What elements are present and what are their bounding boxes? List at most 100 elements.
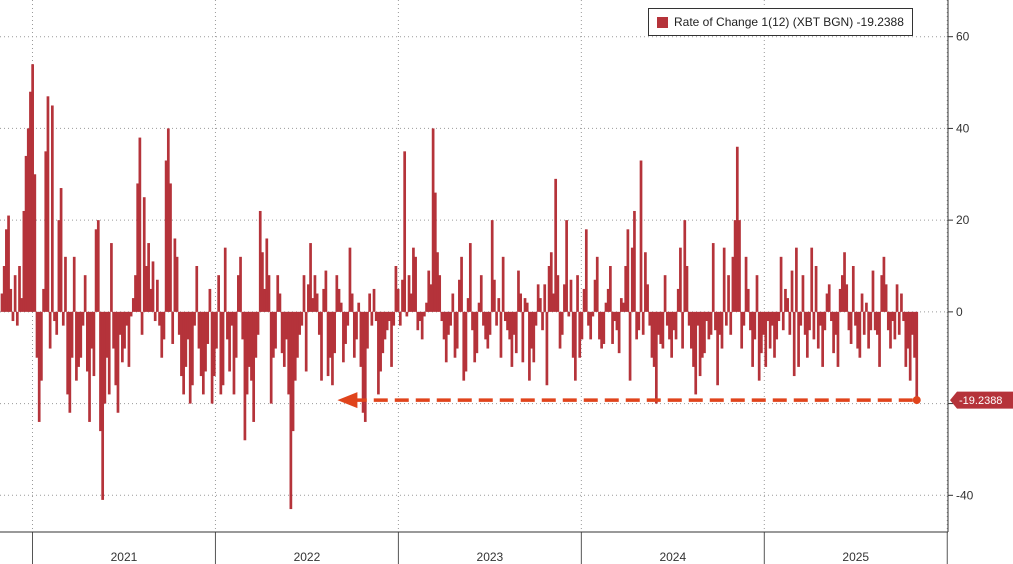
- data-bar: [538, 298, 542, 312]
- arrow-head: [337, 392, 358, 409]
- data-bar: [652, 311, 656, 367]
- data-bar: [803, 311, 807, 335]
- data-bar: [558, 311, 562, 349]
- data-bar: [5, 229, 8, 312]
- data-bar: [514, 311, 518, 354]
- data-bar: [578, 311, 582, 358]
- data-bar: [775, 311, 779, 340]
- data-bar: [431, 128, 435, 312]
- data-bar: [674, 311, 678, 340]
- data-bar: [681, 311, 684, 349]
- x-tick-labels: 2021 2022 2023 2024 2025: [111, 550, 870, 564]
- data-bar: [560, 311, 564, 335]
- data-bar: [466, 298, 470, 312]
- data-bar: [370, 311, 374, 326]
- data-bar: [276, 275, 280, 312]
- data-bar: [226, 311, 229, 340]
- data-bar: [215, 311, 218, 349]
- data-bar: [650, 311, 654, 358]
- data-bar: [760, 311, 763, 354]
- data-bar: [805, 311, 809, 358]
- data-bar: [556, 275, 560, 312]
- data-bar: [911, 311, 914, 335]
- data-bar: [64, 256, 67, 312]
- data-bar: [241, 311, 245, 340]
- data-bar: [574, 311, 577, 381]
- data-bar: [328, 311, 332, 358]
- data-bar: [252, 311, 256, 422]
- data-bar: [512, 311, 516, 335]
- data-bar: [191, 311, 194, 386]
- data-bar: [151, 261, 155, 312]
- data-bar: [786, 298, 789, 312]
- data-bar: [112, 311, 115, 349]
- data-bar: [326, 311, 330, 377]
- data-bar: [44, 151, 48, 312]
- data-bar: [175, 256, 179, 312]
- data-bar: [571, 311, 575, 358]
- data-bar: [458, 279, 461, 312]
- data-bar: [423, 311, 426, 317]
- data-bar: [300, 311, 304, 326]
- data-bar: [893, 311, 897, 340]
- data-bar: [475, 311, 479, 354]
- data-bar: [591, 311, 595, 317]
- data-bar: [600, 311, 603, 349]
- data-bar: [714, 311, 717, 331]
- data-bar: [22, 210, 26, 312]
- data-bar: [871, 270, 875, 312]
- data-bar: [593, 279, 597, 312]
- data-bar: [838, 288, 842, 312]
- data-bar: [757, 311, 761, 381]
- data-bar: [289, 311, 293, 510]
- data-bar: [479, 275, 483, 312]
- data-bar: [595, 256, 599, 312]
- data-bar: [311, 298, 315, 312]
- data-bar: [433, 192, 437, 312]
- data-bar: [160, 311, 164, 358]
- data-bar: [219, 311, 223, 395]
- data-bar: [738, 220, 741, 312]
- data-bar: [7, 215, 10, 312]
- data-bar: [232, 311, 236, 395]
- data-bar: [121, 311, 124, 363]
- data-bar: [902, 311, 905, 322]
- data-bar: [31, 64, 34, 312]
- data-bar: [125, 311, 129, 326]
- data-bar: [2, 266, 6, 312]
- data-bar: [420, 311, 424, 340]
- data-bar: [418, 311, 422, 322]
- data-bar: [374, 311, 378, 322]
- data-bar: [762, 311, 765, 335]
- x-tick-label: 2021: [111, 550, 138, 564]
- data-bar: [210, 311, 214, 404]
- last-point-marker: [912, 396, 921, 405]
- data-bar: [889, 311, 892, 349]
- data-bar: [453, 311, 457, 358]
- data-bar: [350, 293, 354, 312]
- legend-label: Rate of Change 1(12) (XBT BGN) -19.2388: [674, 15, 904, 29]
- data-bar: [609, 266, 612, 312]
- data-bar: [913, 311, 916, 358]
- data-bar: [886, 311, 890, 331]
- data-bar: [676, 288, 680, 312]
- data-bar: [188, 311, 192, 404]
- data-bar: [619, 298, 623, 312]
- data-bar: [416, 311, 420, 331]
- data-bar: [528, 311, 531, 381]
- data-bar: [493, 279, 496, 312]
- data-bar: [99, 311, 102, 432]
- data-bar: [876, 311, 879, 335]
- data-bar: [589, 311, 593, 340]
- data-bar: [672, 311, 676, 331]
- data-bar: [654, 311, 658, 404]
- data-bar: [359, 311, 363, 367]
- data-bar: [247, 311, 251, 367]
- data-bar: [731, 256, 735, 312]
- data-bar: [565, 220, 568, 312]
- data-bar: [302, 275, 306, 312]
- data-bar: [499, 311, 503, 358]
- data-bar: [307, 284, 310, 312]
- data-bar: [521, 311, 525, 363]
- data-bar: [0, 293, 4, 312]
